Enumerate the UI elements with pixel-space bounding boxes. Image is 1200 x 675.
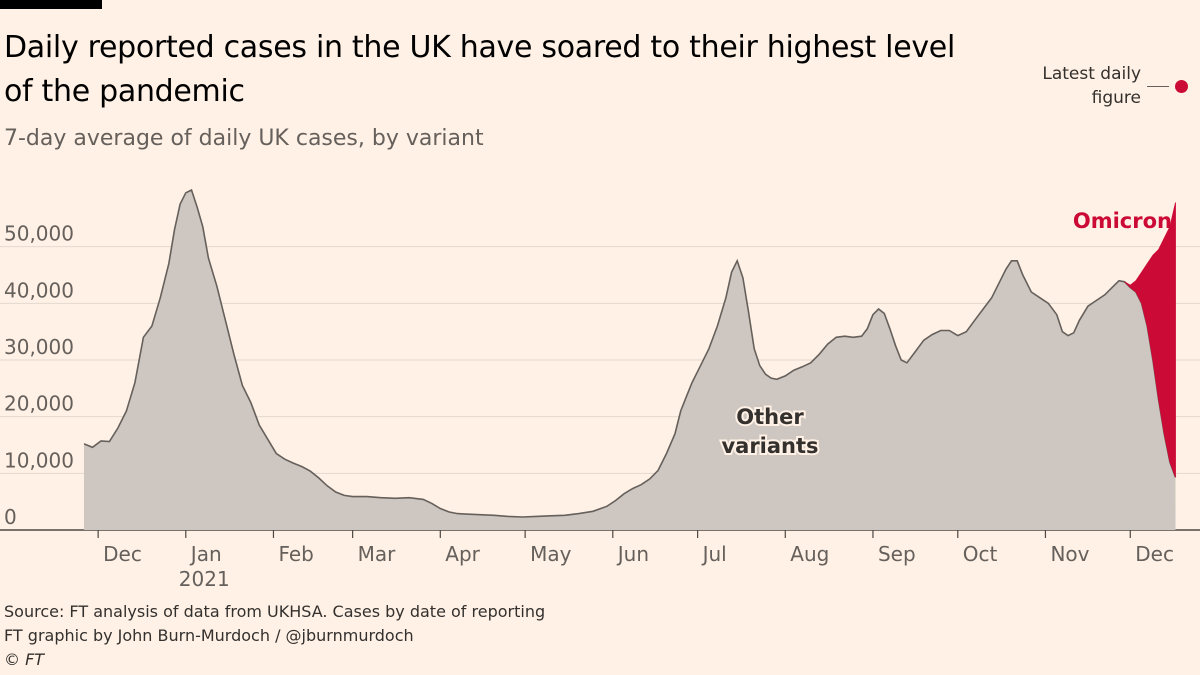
source-note: Source: FT analysis of data from UKHSA. … (4, 602, 546, 621)
x-tick-year-label: 2021 (179, 567, 230, 591)
graphic-credit: FT graphic by John Burn-Murdoch / @jburn… (4, 626, 414, 645)
other-variants-label-line2: variants (721, 434, 818, 458)
x-tick-label-sep-9: Sep (878, 542, 916, 566)
ft-top-bar (0, 0, 102, 9)
x-tick-label-jul-7: Jul (701, 542, 727, 566)
other-variants-label-line1: Other (736, 405, 804, 429)
legend-connector-line (1147, 85, 1169, 87)
x-tick-label-dec-12: Dec (1135, 542, 1174, 566)
copyright: © FT (4, 650, 45, 669)
x-tick-label-apr-4: Apr (445, 542, 480, 566)
areas (83, 188, 1177, 530)
footer: Source: FT analysis of data from UKHSA. … (4, 600, 545, 672)
y-tick-label-10000: 10,000 (4, 448, 74, 472)
y-tick-label-0: 0 (4, 505, 17, 529)
x-tick-label-feb-2: Feb (278, 542, 313, 566)
legend-label-line1: Latest daily (1042, 64, 1141, 84)
y-tick-label-40000: 40,000 (4, 278, 74, 302)
omicron-label: Omicron (1073, 209, 1172, 233)
y-axis-ticks: 0 10,000 20,000 30,000 40,000 50,000 (4, 222, 74, 529)
x-tick-label-mar-3: Mar (358, 542, 397, 566)
omicron-area (1124, 202, 1176, 478)
x-tick-label-jan-1: Jan (189, 542, 222, 566)
x-tick-label-may-5: May (530, 542, 572, 566)
chart-subtitle: 7-day average of daily UK cases, by vari… (4, 126, 484, 151)
legend-latest-daily: Latest daily figure (1042, 62, 1188, 110)
x-tick-label-nov-11: Nov (1050, 542, 1089, 566)
legend-label-line2: figure (1091, 88, 1141, 108)
x-tick-label-oct-10: Oct (963, 542, 998, 566)
other-variants-line (83, 188, 1177, 518)
y-tick-label-50000: 50,000 (4, 222, 74, 246)
series-labels: Other variants Omicron (719, 209, 1172, 460)
x-tick-label-jun-6: Jun (616, 542, 649, 566)
x-tick-label-dec-0: Dec (103, 542, 142, 566)
legend-dot-icon (1175, 79, 1188, 93)
x-tick-label-aug-8: Aug (790, 542, 829, 566)
y-tick-label-30000: 30,000 (4, 335, 74, 359)
other-variants-area (84, 190, 1176, 530)
chart-title: Daily reported cases in the UK have soar… (4, 30, 956, 109)
legend-label: Latest daily figure (1042, 62, 1141, 110)
y-tick-label-20000: 20,000 (4, 392, 74, 416)
